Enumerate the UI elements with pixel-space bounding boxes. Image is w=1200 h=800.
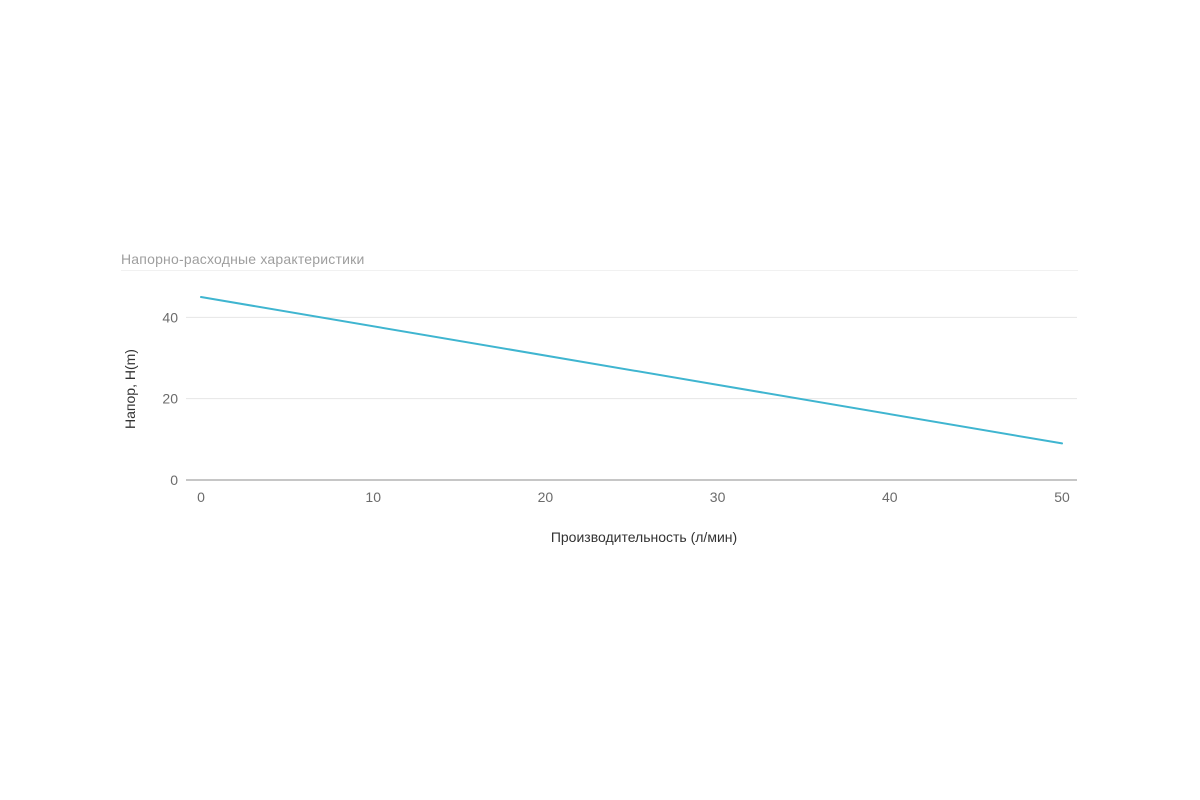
y-tick-label: 0 <box>170 472 178 488</box>
x-tick-label: 0 <box>197 489 205 505</box>
y-axis-label: Напор, H(m) <box>122 349 138 429</box>
title-divider <box>121 270 1078 271</box>
x-tick-label: 20 <box>538 489 554 505</box>
series-line <box>200 296 1063 445</box>
x-axis-label: Производительность (л/мин) <box>551 529 737 545</box>
series-layer <box>200 296 1063 445</box>
y-tick-label: 20 <box>162 391 178 407</box>
y-tick-labels: 0 20 40 <box>162 309 178 488</box>
x-tick-labels: 0 10 20 30 40 50 <box>197 489 1070 505</box>
x-tick-label: 10 <box>365 489 381 505</box>
y-tick-label: 40 <box>162 309 178 325</box>
gridlines <box>186 316 1077 400</box>
x-tick-label: 40 <box>882 489 898 505</box>
x-tick-label: 30 <box>710 489 726 505</box>
chart-title: Напорно-расходные характеристики <box>121 251 365 267</box>
x-tick-label: 50 <box>1054 489 1070 505</box>
